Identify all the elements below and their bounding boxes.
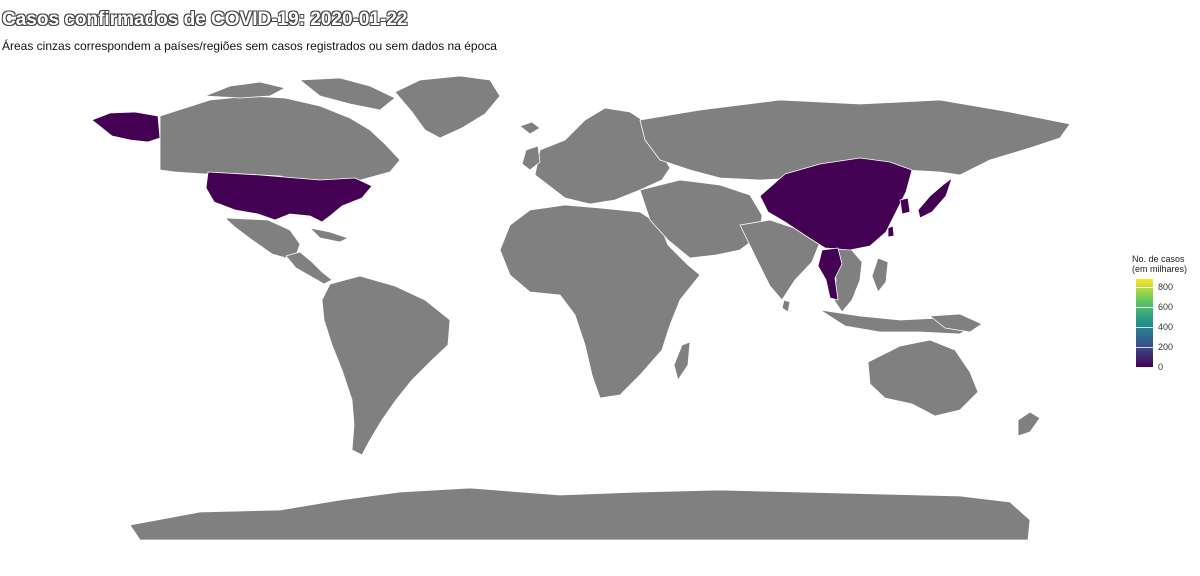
legend-tick-label: 600 (1158, 302, 1174, 312)
region-iceland (519, 121, 541, 135)
country-thailand (817, 247, 843, 301)
region-africa (499, 204, 701, 399)
legend-tick-mark (1136, 327, 1153, 328)
legend-colorbar (1136, 279, 1153, 367)
country-taiwan (887, 225, 895, 238)
legend-title: No. de casos (em milhares) (1132, 254, 1188, 274)
country-usa (205, 171, 373, 223)
region-madagascar (673, 341, 691, 381)
region-uk (521, 145, 541, 171)
legend-tick-mark (1136, 347, 1153, 348)
legend-tick-mark (1136, 287, 1153, 288)
region-india (739, 219, 821, 301)
region-caribbean (309, 227, 349, 243)
country-japan (917, 177, 953, 219)
legend-tick-label: 400 (1158, 322, 1174, 332)
country-alaska (91, 111, 161, 143)
legend-tick-label: 0 (1158, 362, 1164, 372)
legend-tick-label: 800 (1158, 282, 1174, 292)
region-canada (159, 95, 401, 187)
country-china (759, 157, 913, 251)
region-arctic-islands (204, 81, 286, 99)
region-philippines (871, 257, 889, 293)
legend-tick-mark (1136, 367, 1153, 368)
region-europe (534, 107, 671, 205)
region-sri-lanka (781, 299, 791, 313)
legend-body: 800 600 400 200 0 (1132, 279, 1198, 372)
region-new-zealand (1017, 411, 1041, 437)
region-south-america (321, 275, 451, 456)
region-greenland (394, 75, 501, 139)
region-central-america (285, 251, 333, 285)
region-australia (867, 339, 979, 417)
region-mexico (224, 217, 301, 259)
legend-tick-mark (1136, 307, 1153, 308)
chart-title: Casos confirmados de COVID-19: 2020-01-2… (2, 9, 408, 30)
region-russia (639, 99, 1071, 181)
legend-tick-label: 200 (1158, 342, 1174, 352)
chart-subtitle: Áreas cinzas correspondem a países/regiõ… (2, 39, 497, 53)
region-new-guinea (929, 313, 983, 333)
region-antarctica (129, 487, 1031, 541)
color-legend: No. de casos (em milhares) 800 600 400 200 0 (1132, 254, 1198, 372)
region-arctic-islands-2 (299, 77, 396, 111)
country-south-korea (899, 197, 911, 215)
